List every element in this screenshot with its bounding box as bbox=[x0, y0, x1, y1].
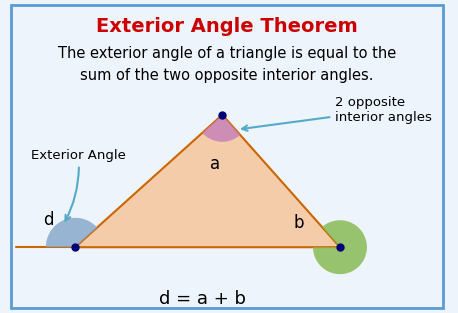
Wedge shape bbox=[202, 115, 240, 142]
Text: Exterior Angle Theorem: Exterior Angle Theorem bbox=[96, 17, 358, 36]
Text: 2 opposite
interior angles: 2 opposite interior angles bbox=[242, 96, 432, 131]
Polygon shape bbox=[75, 115, 340, 247]
Text: d: d bbox=[43, 211, 54, 229]
Text: Exterior Angle: Exterior Angle bbox=[31, 149, 126, 221]
Text: a: a bbox=[210, 155, 220, 173]
Text: b: b bbox=[293, 214, 304, 232]
Text: d = a + b: d = a + b bbox=[159, 290, 246, 308]
Wedge shape bbox=[46, 218, 97, 247]
Text: The exterior angle of a triangle is equal to the
sum of the two opposite interio: The exterior angle of a triangle is equa… bbox=[58, 46, 396, 83]
Wedge shape bbox=[313, 220, 367, 274]
